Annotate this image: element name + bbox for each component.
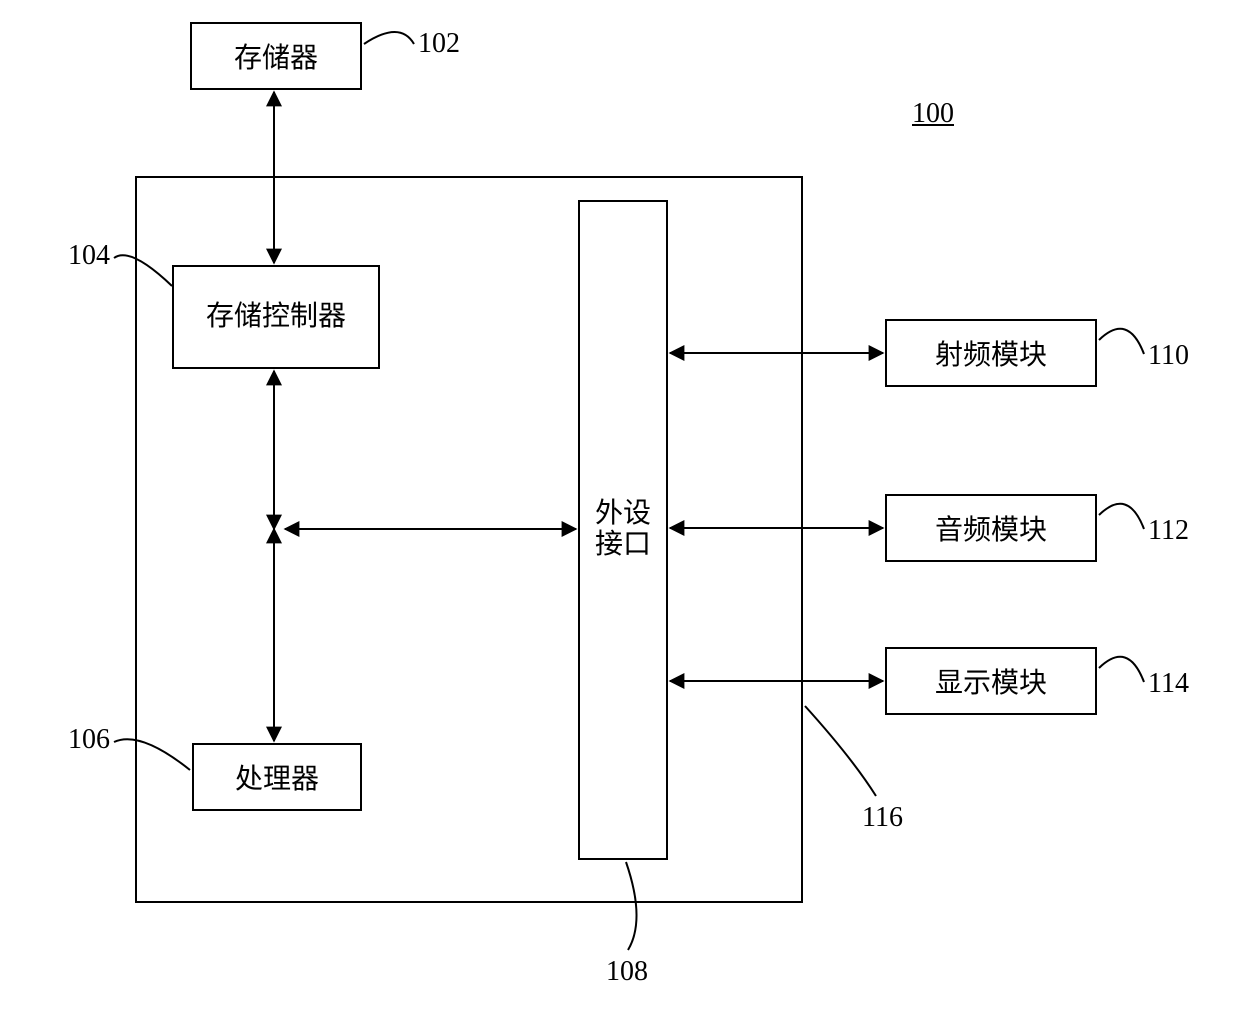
ref-114: 114 [1148,668,1189,700]
node-display-module: 显示模块 [885,647,1097,715]
node-audio-module-label: 音频模块 [935,508,1047,548]
node-mem-controller-label: 存储控制器 [206,300,346,334]
ref-106: 106 [68,724,110,756]
node-periph-interface-label: 外设接口 [595,499,651,561]
ref-104: 104 [68,240,110,272]
node-display-module-label: 显示模块 [935,661,1047,701]
diagram-canvas: 存储器 存储控制器 处理器 外设接口 射频模块 音频模块 显示模块 100 10… [0,0,1240,1009]
node-periph-interface: 外设接口 [578,200,668,860]
ref-108: 108 [606,956,648,988]
ref-116: 116 [862,802,903,834]
node-memory: 存储器 [190,22,362,90]
leader-curve [1099,657,1144,682]
ref-100: 100 [912,98,954,130]
node-audio-module: 音频模块 [885,494,1097,562]
node-memory-label: 存储器 [234,36,318,76]
ref-112: 112 [1148,515,1189,547]
node-rf-module: 射频模块 [885,319,1097,387]
ref-102: 102 [418,28,460,60]
leader-curve [1099,329,1144,354]
node-rf-module-label: 射频模块 [935,333,1047,373]
leader-curve [805,706,876,796]
leader-curve [364,32,414,44]
node-mem-controller: 存储控制器 [172,265,380,369]
node-processor: 处理器 [192,743,362,811]
leader-curve [1099,504,1144,529]
ref-110: 110 [1148,340,1189,372]
node-processor-label: 处理器 [235,757,319,797]
